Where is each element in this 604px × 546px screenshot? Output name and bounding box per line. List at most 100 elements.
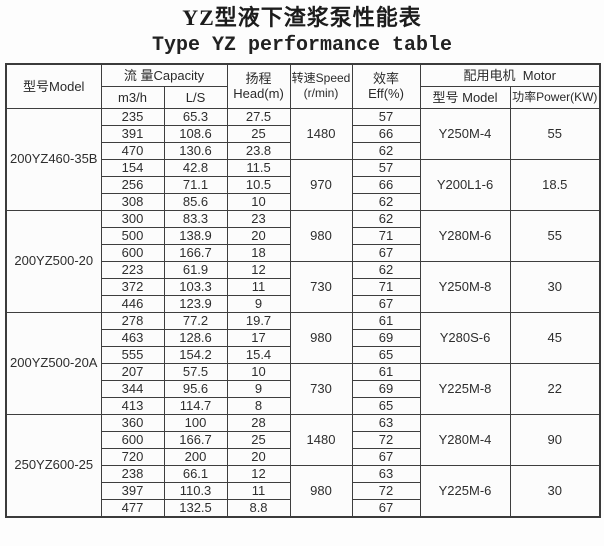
table-row: 207 57.5 10 730 61 Y225M-8 22 xyxy=(6,362,601,415)
efficiency-cell: 63 xyxy=(351,464,421,483)
head-cell: 23.8 xyxy=(226,141,291,160)
motor-model-cell: Y280M-6 xyxy=(419,209,511,262)
capacity-m3h-cell: 223 xyxy=(100,260,165,279)
efficiency-cell: 72 xyxy=(351,481,421,500)
motor-model-cell: Y200L1-6 xyxy=(419,158,511,211)
head-cell: 15.4 xyxy=(226,345,291,364)
capacity-ls-cell: 154.2 xyxy=(163,345,228,364)
capacity-m3h-cell: 344 xyxy=(100,379,165,398)
table-row: 200YZ500-20 300 83.3 23 980 62 Y280M-6 5… xyxy=(5,209,601,313)
head-cell: 11.5 xyxy=(226,158,291,177)
efficiency-cell: 71 xyxy=(351,277,421,296)
efficiency-cell: 57 xyxy=(351,107,421,126)
motor-power-cell: 90 xyxy=(509,413,601,466)
speed-cell: 980 xyxy=(289,311,353,364)
header-row-1: 型号Model 流 量Capacity 扬程 Head(m) 转速Speed (… xyxy=(5,63,601,109)
efficiency-cell: 62 xyxy=(351,192,421,211)
speed-cell: 980 xyxy=(289,209,353,262)
motor-power-cell: 18.5 xyxy=(509,158,601,211)
head-cell: 10.5 xyxy=(226,175,291,194)
table-row: 397 110.3 11 72 xyxy=(6,481,600,500)
page-title: YZ型液下渣浆泵性能表 xyxy=(182,5,422,30)
pump-model-cell: 200YZ500-20 xyxy=(5,209,102,313)
capacity-m3h-cell: 278 xyxy=(100,311,165,330)
efficiency-cell: 57 xyxy=(351,158,421,177)
head-cell: 20 xyxy=(226,447,291,466)
head-cell: 19.7 xyxy=(226,311,291,330)
performance-table: 型号Model 流 量Capacity 扬程 Head(m) 转速Speed (… xyxy=(5,63,602,518)
speed-cell: 970 xyxy=(289,158,353,211)
efficiency-cell: 65 xyxy=(351,345,421,364)
table-row: 470 130.6 23.8 62 xyxy=(6,141,600,160)
head-cell: 8.8 xyxy=(226,498,291,517)
col-header-speed: 转速Speed (r/min) xyxy=(289,63,353,109)
capacity-m3h-cell: 256 xyxy=(100,175,165,194)
head-cell: 11 xyxy=(226,481,291,500)
capacity-ls-cell: 83.3 xyxy=(163,209,228,228)
speed-cell: 1480 xyxy=(289,413,353,466)
motor-power-cell: 45 xyxy=(509,311,601,364)
capacity-ls-cell: 132.5 xyxy=(163,498,228,517)
capacity-m3h-cell: 372 xyxy=(100,277,165,296)
col-header-eff: 效率 Eff(%) xyxy=(351,63,421,109)
efficiency-cell: 67 xyxy=(351,498,421,517)
col-header-motor-power: 功率Power(KW) xyxy=(509,85,601,109)
col-header-eff-cn: 效率 xyxy=(373,71,400,87)
efficiency-cell: 67 xyxy=(351,447,421,466)
efficiency-cell: 61 xyxy=(351,362,421,381)
speed-cell: 980 xyxy=(289,464,353,517)
head-cell: 25 xyxy=(226,124,291,143)
col-header-model: 型号Model xyxy=(5,63,102,109)
capacity-m3h-cell: 600 xyxy=(100,430,165,449)
table-row: 256 71.1 10.5 66 xyxy=(6,175,600,194)
table-row: 344 95.6 9 69 xyxy=(6,379,600,398)
efficiency-cell: 66 xyxy=(351,124,421,143)
table-row: 413 114.7 8 65 xyxy=(6,396,600,415)
head-cell: 18 xyxy=(226,243,291,262)
capacity-m3h-cell: 555 xyxy=(100,345,165,364)
head-cell: 9 xyxy=(226,294,291,313)
motor-model-cell: Y280S-6 xyxy=(419,311,511,364)
efficiency-cell: 65 xyxy=(351,396,421,415)
col-header-m3h: m3/h xyxy=(100,85,165,109)
capacity-m3h-cell: 238 xyxy=(100,464,165,483)
motor-model-cell: Y280M-4 xyxy=(419,413,511,466)
table-row: 154 42.8 11.5 970 57 Y200L1-6 18.5 xyxy=(6,158,601,211)
pump-model-cell: 200YZ500-20A xyxy=(5,311,102,415)
capacity-ls-cell: 114.7 xyxy=(163,396,228,415)
capacity-ls-cell: 85.6 xyxy=(163,192,228,211)
efficiency-cell: 67 xyxy=(351,243,421,262)
motor-model-cell: Y250M-8 xyxy=(419,260,511,313)
head-cell: 9 xyxy=(226,379,291,398)
efficiency-cell: 66 xyxy=(351,175,421,194)
head-cell: 12 xyxy=(226,464,291,483)
capacity-m3h-cell: 477 xyxy=(100,498,165,517)
efficiency-cell: 71 xyxy=(351,226,421,245)
efficiency-cell: 62 xyxy=(351,209,421,228)
head-cell: 11 xyxy=(226,277,291,296)
capacity-m3h-cell: 154 xyxy=(100,158,165,177)
motor-power-cell: 30 xyxy=(509,260,601,313)
motor-model-cell: Y225M-6 xyxy=(419,464,511,517)
capacity-m3h-cell: 463 xyxy=(100,328,165,347)
pump-model-cell: 200YZ460-35B xyxy=(5,107,102,211)
head-cell: 8 xyxy=(226,396,291,415)
head-cell: 28 xyxy=(226,413,291,432)
capacity-ls-cell: 57.5 xyxy=(163,362,228,381)
capacity-m3h-cell: 300 xyxy=(100,209,165,228)
capacity-ls-cell: 77.2 xyxy=(163,311,228,330)
table-row: 600 166.7 25 72 xyxy=(6,430,600,449)
capacity-m3h-cell: 235 xyxy=(100,107,165,126)
table-row: 250YZ600-25 360 100 28 1480 63 Y280M-4 9… xyxy=(5,413,601,517)
efficiency-cell: 69 xyxy=(351,379,421,398)
speed-cell: 1480 xyxy=(289,107,353,160)
capacity-m3h-cell: 207 xyxy=(100,362,165,381)
col-header-ls: L/S xyxy=(163,85,228,109)
table-row: 200YZ500-20A 278 77.2 19.7 980 61 Y280S-… xyxy=(5,311,601,415)
capacity-ls-cell: 95.6 xyxy=(163,379,228,398)
col-header-head-en: Head(m) xyxy=(233,86,284,102)
capacity-ls-cell: 42.8 xyxy=(163,158,228,177)
table-row: 477 132.5 8.8 67 xyxy=(6,498,600,517)
efficiency-cell: 72 xyxy=(351,430,421,449)
capacity-ls-cell: 200 xyxy=(163,447,228,466)
